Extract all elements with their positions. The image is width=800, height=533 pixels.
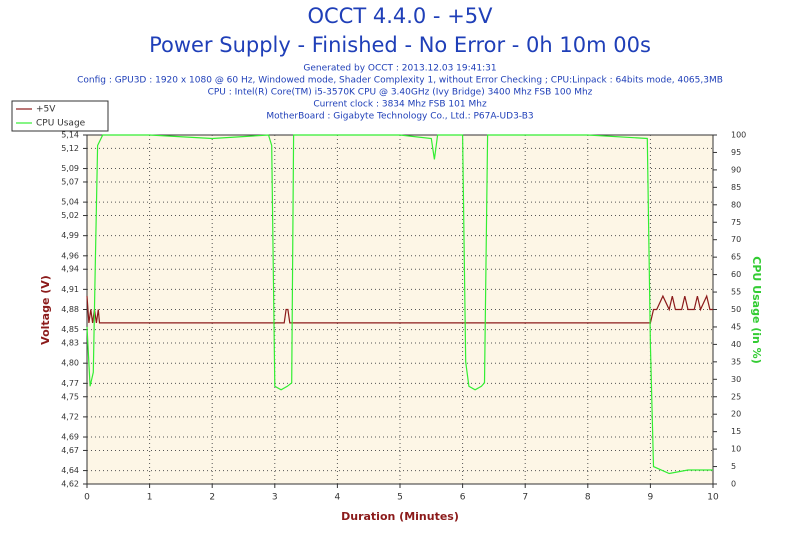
y-tick-label: 5,12 [61,144,79,153]
x-axis-label: Duration (Minutes) [341,510,459,523]
x-tick-label: 0 [84,493,90,503]
y2-tick-label: 15 [731,427,741,436]
y2-tick-label: 95 [731,148,741,157]
y-tick-label: 4,94 [61,265,79,274]
y2-tick-label: 70 [731,235,741,244]
y2-tick-label: 50 [731,305,741,314]
y2-tick-label: 85 [731,183,741,192]
y2-tick-label: 0 [731,480,736,489]
y2-tick-label: 5 [731,462,736,471]
y-tick-label: 5,07 [61,177,79,186]
x-tick-label: 2 [209,493,215,503]
x-tick-label: 1 [147,493,153,503]
y-tick-label: 4,85 [61,325,79,334]
x-tick-label: 8 [585,493,591,503]
y2-tick-label: 10 [731,445,741,454]
chart-title: OCCT 4.4.0 - +5V [307,4,493,28]
x-tick-label: 7 [522,493,528,503]
y-tick-label: 4,67 [61,446,79,455]
series-line [86,134,713,475]
y-tick-label: 4,83 [61,339,79,348]
y-tick-label: 4,69 [61,433,79,442]
y2-tick-label: 90 [731,165,741,174]
y-tick-label: 5,09 [61,164,79,173]
legend-label: CPU Usage [36,119,86,129]
y2-tick-label: 20 [731,410,741,419]
info-line: MotherBoard : Gigabyte Technology Co., L… [266,112,533,122]
y-tick-label: 4,75 [61,392,79,401]
y-tick-label: 4,91 [61,285,79,294]
y2-tick-label: 100 [731,131,746,140]
series-line [86,294,713,324]
x-tick-label: 3 [272,493,278,503]
y2-tick-label: 30 [731,375,741,384]
y2-tick-label: 80 [731,200,741,209]
y-tick-label: 4,62 [61,480,79,489]
y-tick-label: 5,02 [61,211,79,220]
y2-tick-label: 35 [731,357,741,366]
legend-box [11,100,109,132]
y2-axis-label: CPU Usage (in %) [750,256,763,363]
x-tick-label: 10 [707,493,719,503]
y2-tick-label: 45 [731,322,741,331]
y-tick-label: 4,80 [61,359,79,368]
y-tick-label: 4,72 [61,412,79,421]
legend-label: +5V [36,105,56,115]
y-tick-label: 4,77 [61,379,79,388]
info-line: Current clock : 3834 Mhz FSB 101 Mhz [313,100,487,110]
y2-tick-label: 40 [731,340,741,349]
info-line: Config : GPU3D : 1920 x 1080 @ 60 Hz, Wi… [77,76,723,86]
y-tick-label: 4,99 [61,231,79,240]
x-tick-label: 6 [460,493,466,503]
x-tick-label: 9 [648,493,654,503]
y2-tick-label: 65 [731,253,741,262]
chart-subtitle: Power Supply - Finished - No Error - 0h … [149,33,651,57]
y-tick-label: 5,14 [61,131,79,140]
y2-tick-label: 60 [731,270,741,279]
x-tick-label: 5 [397,493,403,503]
info-line: CPU : Intel(R) Core(TM) i5-3570K CPU @ 3… [208,88,593,98]
y-tick-label: 4,96 [61,251,79,260]
y2-tick-label: 25 [731,392,741,401]
y-axis-label: Voltage (V) [39,275,52,345]
y-tick-label: 5,04 [61,198,79,207]
y2-tick-label: 75 [731,218,741,227]
x-tick-label: 4 [335,493,341,503]
y-tick-label: 4,64 [61,466,79,475]
info-line: Generated by OCCT : 2013.12.03 19:41:31 [303,64,496,74]
y-tick-label: 4,88 [61,305,79,314]
y2-tick-label: 55 [731,288,741,297]
